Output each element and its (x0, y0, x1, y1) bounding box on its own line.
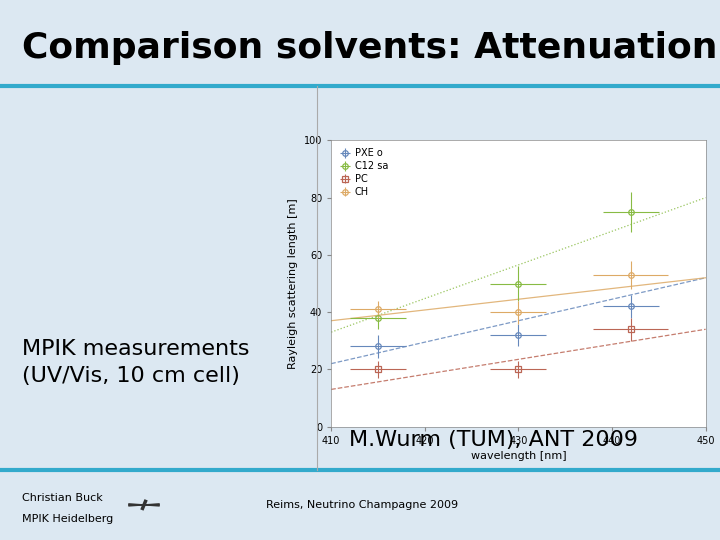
Text: MPIK measurements
(UV/Vis, 10 cm cell): MPIK measurements (UV/Vis, 10 cm cell) (22, 339, 250, 386)
Text: M.Wurm (TUM), ANT 2009: M.Wurm (TUM), ANT 2009 (349, 430, 638, 450)
Text: Christian Buck: Christian Buck (22, 493, 102, 503)
Legend: PXE o, C12 sa, PC, CH: PXE o, C12 sa, PC, CH (336, 145, 391, 200)
X-axis label: wavelength [nm]: wavelength [nm] (471, 451, 566, 461)
Text: MPIK Heidelberg: MPIK Heidelberg (22, 514, 113, 524)
Text: Reims, Neutrino Champagne 2009: Reims, Neutrino Champagne 2009 (266, 500, 459, 510)
Y-axis label: Rayleigh scattering length [m]: Rayleigh scattering length [m] (288, 198, 298, 369)
Text: Comparison solvents: Attenuation length: Comparison solvents: Attenuation length (22, 31, 720, 64)
